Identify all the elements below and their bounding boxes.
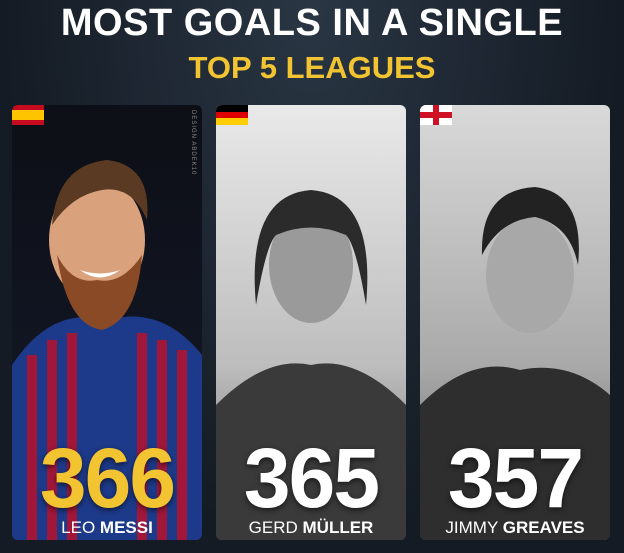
goals: 366 [39,431,176,525]
player-photo [12,160,202,540]
player-photo [216,190,406,540]
player-name: GERD MÜLLER [216,518,406,538]
player-card: 357 JIMMY GREAVES [420,105,610,540]
watermark: DESIGN ABDEK10 [190,110,196,176]
flag-spain [12,105,44,125]
player-photo [420,187,610,540]
title: MOST GOALS IN A SINGLE [60,2,564,44]
last-name: MESSI [99,518,153,537]
first-name: JIMMY [445,518,498,537]
subtitle: TOP 5 LEAGUES [188,50,436,85]
flag-england [420,105,452,125]
player-card: 365 GERD MÜLLER [216,105,406,540]
last-name: MÜLLER [302,518,374,537]
first-name: GERD [248,518,298,537]
player-card: 366 LEO MESSI [12,105,202,540]
player-name: JIMMY GREAVES [420,518,610,538]
goals: 357 [447,431,584,525]
goals: 365 [243,431,380,525]
player-name: LEO MESSI [12,518,202,538]
first-name: LEO [61,518,96,537]
last-name: GREAVES [502,518,585,537]
flag-germany [216,105,248,125]
